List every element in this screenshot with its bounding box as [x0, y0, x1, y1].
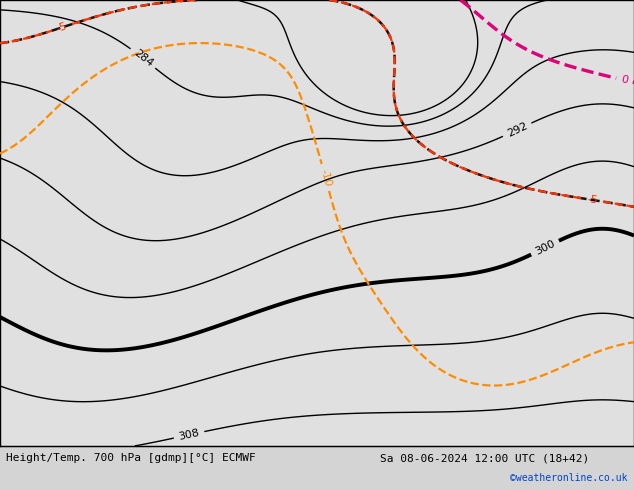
Text: 292: 292 — [505, 121, 529, 139]
Text: Height/Temp. 700 hPa [gdmp][°C] ECMWF: Height/Temp. 700 hPa [gdmp][°C] ECMWF — [6, 453, 256, 463]
Text: 284: 284 — [131, 48, 155, 69]
Text: -5: -5 — [586, 194, 599, 206]
Text: -5: -5 — [55, 21, 68, 34]
Text: 308: 308 — [178, 428, 200, 442]
Text: ©weatheronline.co.uk: ©weatheronline.co.uk — [510, 473, 628, 483]
Text: 300: 300 — [533, 239, 557, 257]
Text: 0: 0 — [620, 74, 629, 86]
Text: -10: -10 — [318, 168, 333, 188]
Text: Sa 08-06-2024 12:00 UTC (18+42): Sa 08-06-2024 12:00 UTC (18+42) — [380, 453, 590, 463]
